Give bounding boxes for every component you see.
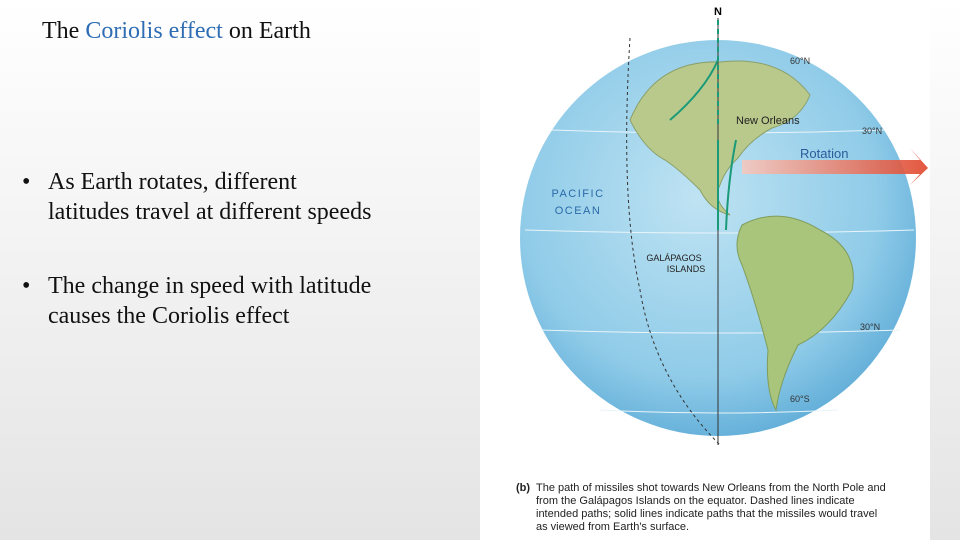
latitude-label: 30°N bbox=[862, 126, 882, 136]
ocean-label: OCEAN bbox=[555, 205, 602, 217]
bullet-line: As Earth rotates, different bbox=[48, 169, 297, 195]
figure-caption: (b) The path of missiles shot towards New… bbox=[516, 482, 886, 534]
latitude-label: 60°N bbox=[790, 56, 810, 66]
caption-line: intended paths; solid lines indicate pat… bbox=[536, 508, 878, 520]
islands-label: ISLANDS bbox=[667, 264, 706, 274]
rotation-label: Rotation bbox=[800, 146, 848, 161]
south-america bbox=[736, 215, 854, 412]
actual-path bbox=[725, 139, 737, 231]
islands-label: GALÁPAGOS bbox=[646, 253, 701, 263]
caption-line: as viewed from Earth's surface. bbox=[536, 521, 690, 533]
slide-title: The Coriolis effect on Earth bbox=[42, 18, 311, 45]
actual-path bbox=[669, 59, 719, 121]
bullet-dot: • bbox=[22, 273, 31, 299]
bullet: • As Earth rotates, different latitudes tr… bbox=[22, 167, 371, 227]
city-label: New Orleans bbox=[736, 115, 800, 127]
globe-figure: N 60°N New Orleans 30°N Rotation PACIFIC… bbox=[520, 6, 928, 446]
meridian bbox=[626, 37, 721, 446]
title-highlight: Coriolis effect bbox=[85, 18, 223, 44]
title-text: The bbox=[42, 18, 86, 44]
bullet-line: latitudes travel at different speeds bbox=[48, 199, 372, 225]
bullet-line: causes the Coriolis effect bbox=[48, 303, 290, 329]
rotation-arrow bbox=[742, 148, 928, 185]
title-text: on Earth bbox=[222, 18, 311, 44]
latitude-label: 30°N bbox=[860, 322, 880, 332]
bullet-dot: • bbox=[22, 169, 31, 195]
latitude-label: 60°S bbox=[790, 394, 810, 404]
north-america bbox=[629, 60, 811, 216]
caption-tag: (b) bbox=[516, 482, 531, 494]
bullet-line: The change in speed with latitude bbox=[48, 273, 372, 299]
caption-line: The path of missiles shot towards New Or… bbox=[536, 482, 886, 494]
north-label: N bbox=[714, 6, 722, 18]
ocean-label: PACIFIC bbox=[551, 188, 604, 200]
bullet: • The change in speed with latitude causes… bbox=[22, 271, 371, 331]
caption-line: from the Galápagos Islands on the equato… bbox=[536, 495, 855, 507]
